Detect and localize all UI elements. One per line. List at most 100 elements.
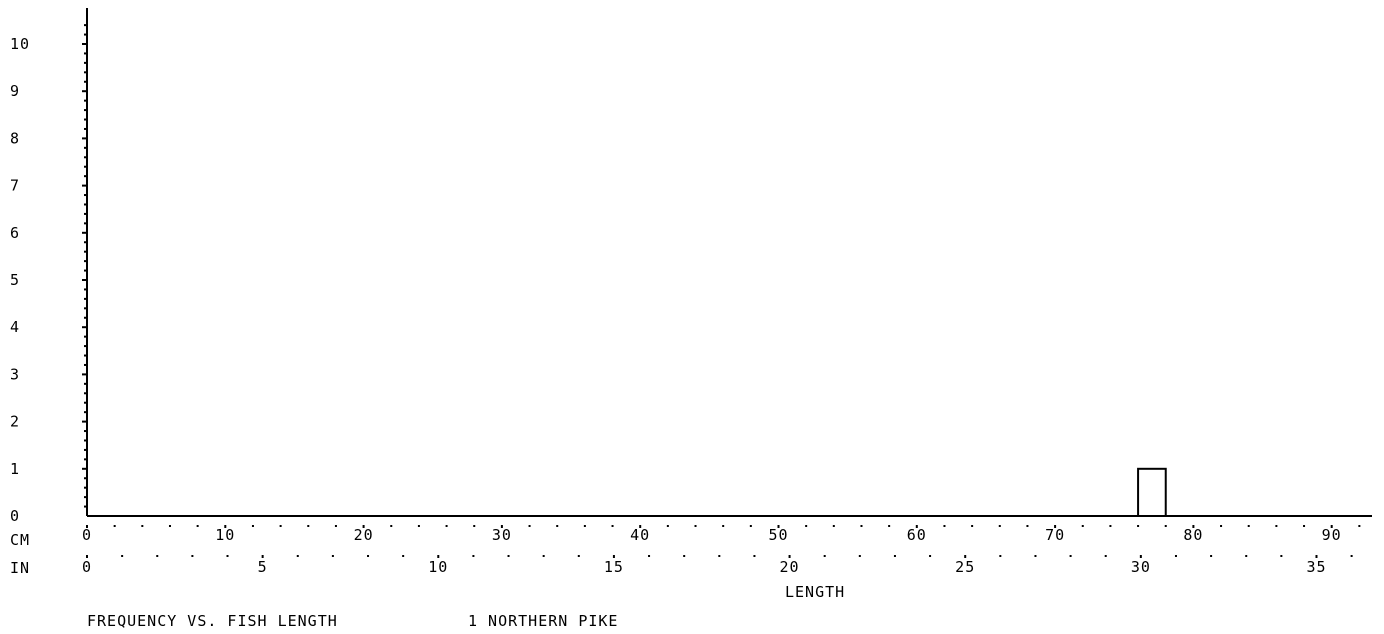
y-tick-label: 6 bbox=[10, 224, 20, 242]
inch-dot bbox=[156, 555, 159, 557]
inch-axis-dots bbox=[121, 555, 1353, 557]
inch-unit-label: IN bbox=[10, 559, 30, 577]
cm-tick-label: 50 bbox=[768, 526, 788, 544]
inch-dot bbox=[1069, 555, 1072, 557]
inch-dot bbox=[296, 555, 299, 557]
cm-tick-label: 20 bbox=[354, 526, 374, 544]
inch-dot bbox=[1104, 555, 1107, 557]
inch-major-tick bbox=[788, 555, 791, 558]
cm-dot bbox=[445, 525, 448, 527]
cm-dot bbox=[168, 525, 171, 527]
cm-dot bbox=[749, 525, 752, 527]
y-tick-label: 2 bbox=[10, 413, 20, 431]
inch-tick-label: 10 bbox=[428, 558, 448, 576]
cm-tick-label: 30 bbox=[492, 526, 512, 544]
inch-tick-label: 20 bbox=[780, 558, 800, 576]
cm-major-tick bbox=[639, 525, 642, 528]
cm-dot bbox=[1109, 525, 1112, 527]
cm-dot bbox=[1275, 525, 1278, 527]
inch-major-tick bbox=[86, 555, 88, 558]
cm-dot bbox=[1247, 525, 1250, 527]
cm-major-tick bbox=[362, 525, 365, 528]
cm-tick-label: 0 bbox=[82, 526, 92, 544]
cm-dot bbox=[666, 525, 669, 527]
inch-tick-labels: 0 5 10 15 20 25 30 35 bbox=[82, 555, 1326, 576]
inch-tick-label: 30 bbox=[1131, 558, 1151, 576]
inch-dot bbox=[367, 555, 370, 557]
cm-dot bbox=[556, 525, 559, 527]
cm-tick-label: 70 bbox=[1045, 526, 1065, 544]
cm-major-tick bbox=[86, 525, 88, 528]
inch-dot bbox=[402, 555, 405, 557]
cm-dot bbox=[1303, 525, 1306, 527]
inch-dot bbox=[1280, 555, 1283, 557]
inch-dot bbox=[191, 555, 194, 557]
cm-dot bbox=[196, 525, 199, 527]
inch-major-tick bbox=[261, 555, 264, 558]
cm-dot bbox=[1081, 525, 1084, 527]
inch-dot bbox=[648, 555, 651, 557]
y-minor-ticks bbox=[82, 24, 87, 508]
cm-dot bbox=[860, 525, 863, 527]
cm-tick-label: 40 bbox=[630, 526, 650, 544]
inch-dot bbox=[858, 555, 861, 557]
cm-dot bbox=[1220, 525, 1223, 527]
cm-dot bbox=[528, 525, 531, 527]
cm-dot bbox=[722, 525, 725, 527]
cm-dot bbox=[694, 525, 697, 527]
inch-dot bbox=[893, 555, 896, 557]
inch-tick-label: 15 bbox=[604, 558, 624, 576]
cm-dot bbox=[279, 525, 282, 527]
cm-dot bbox=[1137, 525, 1140, 527]
inch-tick-label: 0 bbox=[82, 558, 92, 576]
inch-dot bbox=[472, 555, 475, 557]
inch-tick-label: 25 bbox=[955, 558, 975, 576]
cm-dot bbox=[307, 525, 310, 527]
cm-dot bbox=[1164, 525, 1167, 527]
y-tick-label: 5 bbox=[10, 271, 20, 289]
inch-dot bbox=[542, 555, 545, 557]
cm-dot bbox=[473, 525, 476, 527]
bar bbox=[1137, 467, 1167, 517]
bars bbox=[1137, 467, 1167, 517]
inch-dot bbox=[121, 555, 124, 557]
cm-dot bbox=[943, 525, 946, 527]
cm-major-tick bbox=[915, 525, 918, 528]
cm-dot bbox=[971, 525, 974, 527]
y-tick-label: 10 bbox=[10, 35, 30, 53]
y-tick-label: 4 bbox=[10, 318, 20, 336]
cm-dot bbox=[1026, 525, 1029, 527]
cm-dot bbox=[251, 525, 254, 527]
cm-dot bbox=[611, 525, 614, 527]
cm-dot bbox=[805, 525, 808, 527]
cm-dot bbox=[1358, 525, 1361, 527]
inch-dot bbox=[1034, 555, 1037, 557]
inch-major-tick bbox=[437, 555, 440, 558]
inch-dot bbox=[1174, 555, 1177, 557]
cm-dot bbox=[334, 525, 337, 527]
cm-dot bbox=[113, 525, 116, 527]
cm-major-tick bbox=[224, 525, 227, 528]
inch-major-tick bbox=[612, 555, 615, 558]
cm-dot bbox=[390, 525, 393, 527]
cm-dot bbox=[998, 525, 1001, 527]
inch-dot bbox=[999, 555, 1002, 557]
inch-dot bbox=[577, 555, 580, 557]
cm-unit-label: CM bbox=[10, 531, 30, 549]
cm-major-tick bbox=[1192, 525, 1195, 528]
cm-tick-label: 10 bbox=[215, 526, 235, 544]
cm-major-tick bbox=[1330, 525, 1333, 528]
inch-tick-label: 35 bbox=[1306, 558, 1326, 576]
inch-dot bbox=[331, 555, 334, 557]
cm-major-tick bbox=[1054, 525, 1057, 528]
inch-dot bbox=[507, 555, 510, 557]
y-tick-label: 8 bbox=[10, 129, 20, 147]
inch-dot bbox=[1210, 555, 1213, 557]
cm-major-tick bbox=[500, 525, 503, 528]
cm-dot bbox=[583, 525, 586, 527]
inch-dot bbox=[1245, 555, 1248, 557]
inch-major-tick bbox=[1315, 555, 1318, 558]
inch-dot bbox=[1350, 555, 1353, 557]
inch-dot bbox=[929, 555, 932, 557]
